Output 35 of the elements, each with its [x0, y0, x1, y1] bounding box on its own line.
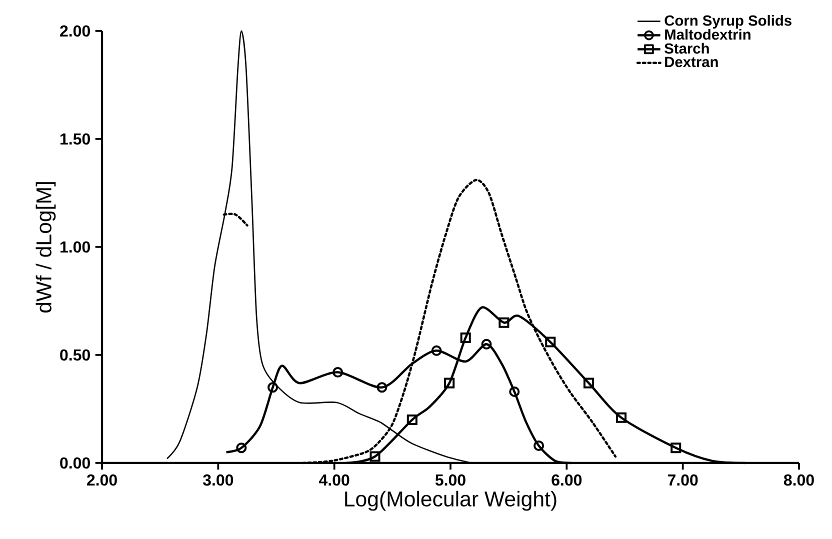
y-tick-label: 1.50	[60, 133, 90, 145]
y-tick-label: 2.00	[60, 25, 90, 37]
point	[431, 345, 442, 356]
point	[332, 367, 344, 378]
x-tick-label: 4.00	[319, 474, 350, 486]
point	[509, 386, 520, 397]
y-tick-label: 0.50	[60, 349, 90, 361]
x-tick-label: 5.00	[435, 474, 466, 486]
legend-label: Dextran	[665, 56, 718, 68]
x-tick-label: 7.00	[668, 474, 698, 486]
point	[534, 440, 544, 451]
point	[545, 336, 556, 348]
point	[670, 442, 682, 454]
point	[444, 378, 455, 388]
x-axis-title: Log(Molecular Weight)	[345, 490, 556, 511]
x-tick-label: 8.00	[784, 474, 814, 486]
point	[583, 378, 594, 388]
x-tick-label: 6.00	[552, 474, 582, 486]
y-tick-label: 0.00	[60, 457, 90, 469]
y-tick-label: 1.00	[60, 241, 90, 253]
point	[460, 332, 471, 343]
y-axis-title: dWf / dLog[M]	[36, 182, 56, 312]
x-tick-label: 2.00	[87, 474, 117, 486]
point	[616, 412, 627, 423]
point	[370, 451, 380, 462]
x-tick-label: 3.00	[202, 474, 234, 486]
point	[481, 338, 492, 350]
point	[268, 382, 278, 393]
point	[406, 414, 418, 426]
point	[236, 442, 247, 454]
point	[498, 317, 510, 328]
legend-label: Corn Syrup Solids	[664, 15, 792, 29]
legend-label: Maltodextrin	[665, 28, 750, 40]
point	[376, 382, 388, 393]
legend-label: Starch	[664, 42, 709, 54]
